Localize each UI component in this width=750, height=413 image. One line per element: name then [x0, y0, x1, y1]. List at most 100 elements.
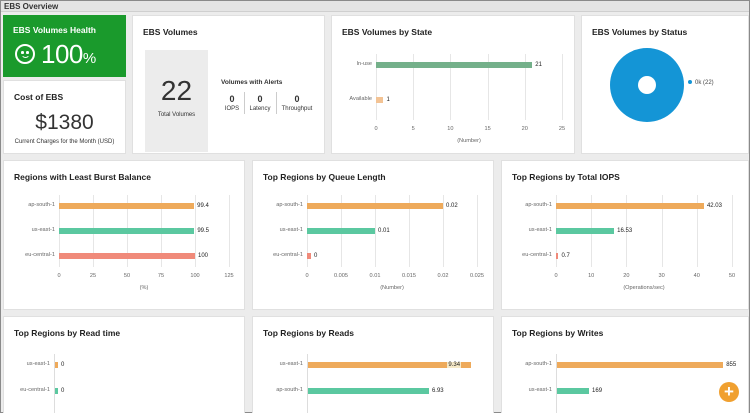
volumes-by-status-card[interactable]: EBS Volumes by Status 0k (22)	[581, 15, 749, 154]
data-label: 99.4	[197, 202, 209, 209]
status-legend[interactable]: 0k (22)	[688, 80, 714, 86]
y-category-label: ap-south-1	[525, 361, 552, 367]
y-category-label: us-east-1	[279, 227, 303, 233]
x-tick-label: 125	[224, 273, 234, 279]
divider	[244, 92, 245, 114]
bar	[307, 228, 375, 234]
x-tick-label: 0	[554, 273, 558, 279]
chart-title: EBS Volumes by State	[342, 27, 433, 37]
y-category-label: eu-central-1	[522, 252, 552, 258]
axis-line	[307, 354, 308, 413]
x-tick-label: 0	[57, 273, 61, 279]
gridline	[229, 195, 230, 267]
data-label: 42.03	[706, 202, 722, 209]
data-label: 16.53	[617, 227, 633, 234]
axis-line	[556, 354, 557, 413]
gridline	[524, 54, 526, 120]
data-label: 0	[61, 387, 65, 394]
bar	[54, 362, 58, 368]
x-tick-label: 0.01	[369, 273, 381, 279]
divider	[276, 92, 277, 114]
gridline	[376, 54, 377, 120]
alert-throughput: 0 Throughput	[278, 94, 316, 112]
status-donut[interactable]	[610, 48, 684, 122]
x-tick-label: 50	[123, 273, 131, 279]
alert-latency-label: Latency	[249, 106, 271, 112]
health-value: 100%	[41, 39, 96, 70]
alert-latency-value: 0	[257, 94, 263, 104]
burst-balance-card[interactable]: Regions with Least Burst Balance 0 25 50 75…	[3, 160, 245, 310]
gridline	[450, 54, 452, 120]
chart-area: 0 0.005 0.01 0.015 0.02 0.025 (Number) ap-south…	[253, 161, 493, 309]
chart-title: Top Regions by Reads	[263, 328, 354, 338]
x-tick-label: 10	[447, 126, 454, 132]
y-category-label: ap-south-1	[276, 202, 303, 208]
data-label: 99.5	[197, 227, 209, 234]
gridline	[443, 195, 444, 267]
x-tick-label: 0	[305, 273, 309, 279]
volumes-health-card[interactable]: EBS Volumes Health 100%	[3, 15, 126, 77]
data-label: 6.93	[431, 387, 444, 394]
chart-title: Top Regions by Total IOPS	[512, 172, 620, 182]
x-axis-label: (Operations/sec)	[623, 285, 665, 291]
gridline	[562, 54, 563, 120]
alert-iops-value: 0	[229, 94, 235, 104]
gridline	[487, 54, 489, 120]
x-tick-label: 20	[623, 273, 630, 279]
y-category-label: In-use	[356, 61, 372, 67]
bar	[307, 388, 429, 394]
y-category-label: ap-south-1	[276, 387, 303, 393]
y-category-label: us-east-1	[26, 361, 50, 367]
data-label: 855	[726, 361, 737, 368]
data-label: 0	[314, 252, 318, 259]
add-widget-button[interactable]: +	[719, 382, 739, 402]
bar	[556, 362, 724, 368]
x-tick-label: 10	[588, 273, 595, 279]
bar	[376, 97, 384, 103]
volumes-card[interactable]: EBS Volumes 22 Total Volumes Volumes wit…	[132, 15, 325, 154]
bar	[59, 203, 195, 209]
x-tick-label: 0	[374, 126, 378, 132]
x-tick-label: 0.025	[470, 273, 484, 279]
bar	[54, 388, 58, 394]
chart-area: 0 25 50 75 100 125 (%) ap-south-1 99.4 us-east-1 9…	[4, 161, 244, 309]
gridline	[696, 195, 698, 267]
volumes-by-state-card[interactable]: EBS Volumes by State 0 5 10 15 20 25 (Number) I…	[331, 15, 575, 154]
volumes-title: EBS Volumes	[143, 27, 198, 37]
y-category-label: eu-central-1	[20, 387, 50, 393]
data-label: 1	[386, 96, 390, 103]
total-iops-card[interactable]: Top Regions by Total IOPS 0 10 20 30 40 50 (Op…	[501, 160, 749, 310]
y-category-label: us-east-1	[279, 361, 303, 367]
smiley-icon	[15, 44, 35, 64]
gridline	[413, 54, 415, 120]
chart-area: us-east-1 9.34 ap-south-1 6.93	[253, 317, 493, 413]
x-tick-label: 5	[411, 126, 415, 132]
read-time-card[interactable]: Top Regions by Read time us-east-1 0 eu-ce…	[3, 316, 245, 413]
x-tick-label: 15	[484, 126, 491, 132]
status-title: EBS Volumes by Status	[592, 27, 688, 37]
writes-card[interactable]: Top Regions by Writes ap-south-1 855 us-ea…	[501, 316, 749, 413]
gridline	[732, 195, 733, 267]
total-volumes-value: 22	[160, 75, 193, 106]
gridline	[195, 195, 196, 267]
data-label: 100	[198, 252, 209, 259]
y-category-label: eu-central-1	[273, 252, 303, 258]
x-tick-label: 50	[728, 273, 736, 279]
gridline	[477, 195, 478, 267]
cost-value: $1380	[35, 111, 94, 134]
gridline	[409, 195, 410, 267]
y-category-label: eu-central-1	[25, 252, 55, 258]
alert-latency: 0 Latency	[246, 94, 274, 112]
data-label: 169	[592, 387, 603, 394]
x-tick-label: 25	[89, 273, 97, 279]
x-tick-label: 75	[157, 273, 165, 279]
y-category-label: us-east-1	[31, 227, 55, 233]
cost-card[interactable]: Cost of EBS $1380 Current Charges for th…	[3, 80, 126, 154]
y-category-label: us-east-1	[528, 227, 552, 233]
bar	[307, 203, 443, 209]
donut-hole	[638, 76, 656, 94]
bar	[376, 62, 533, 68]
queue-length-card[interactable]: Top Regions by Queue Length 0 0.005 0.01 0.…	[252, 160, 494, 310]
total-volumes-box: 22 Total Volumes	[145, 50, 208, 152]
reads-card[interactable]: Top Regions by Reads us-east-1 9.34 ap-sou…	[252, 316, 494, 413]
